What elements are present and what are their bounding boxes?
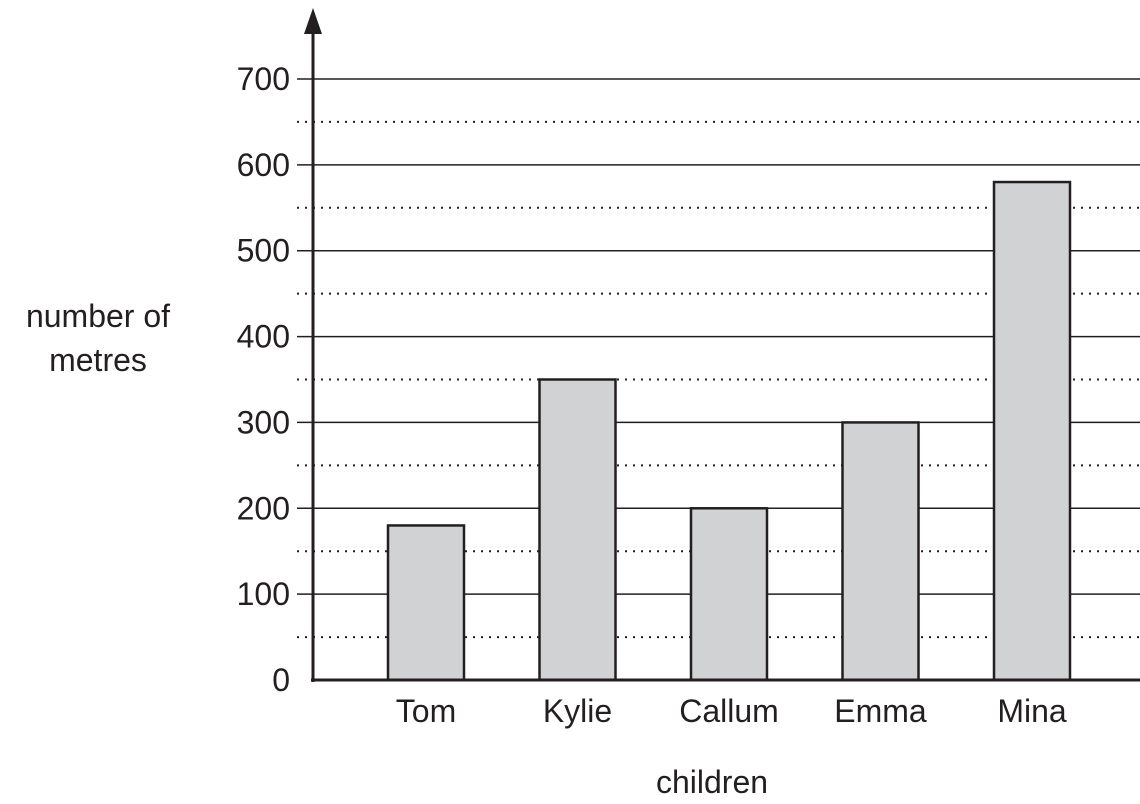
x-axis-title: children <box>656 764 768 800</box>
y-tick-label: 100 <box>237 576 290 612</box>
bar-callum <box>689 507 769 682</box>
axes <box>304 8 1140 682</box>
x-tick-label: Tom <box>396 693 456 729</box>
y-tick-label: 0 <box>272 662 290 698</box>
y-tick-label: 400 <box>237 319 290 355</box>
y-axis-title-line-1: number of <box>26 298 170 334</box>
y-tick-label: 200 <box>237 490 290 526</box>
x-tick-label: Kylie <box>543 693 612 729</box>
bar-emma <box>841 421 920 682</box>
y-tick-label: 700 <box>237 61 290 97</box>
x-tick-label: Mina <box>997 693 1067 729</box>
y-axis-arrow-icon <box>304 8 322 34</box>
y-tick-label: 500 <box>237 233 290 269</box>
bar-kylie <box>538 378 617 682</box>
bar-mina <box>992 180 1072 682</box>
x-tick-label: Emma <box>834 693 927 729</box>
y-tick-label: 600 <box>237 147 290 183</box>
y-tick-label: 300 <box>237 404 290 440</box>
bar-tom <box>386 524 466 682</box>
y-axis-title-line-2: metres <box>49 342 147 378</box>
y-tick-labels: 0 100 200 300 400 500 600 700 <box>237 61 290 698</box>
x-tick-labels: Tom Kylie Callum Emma Mina <box>396 693 1067 729</box>
gridlines <box>297 78 1140 639</box>
bars <box>386 180 1072 682</box>
x-tick-label: Callum <box>679 693 779 729</box>
